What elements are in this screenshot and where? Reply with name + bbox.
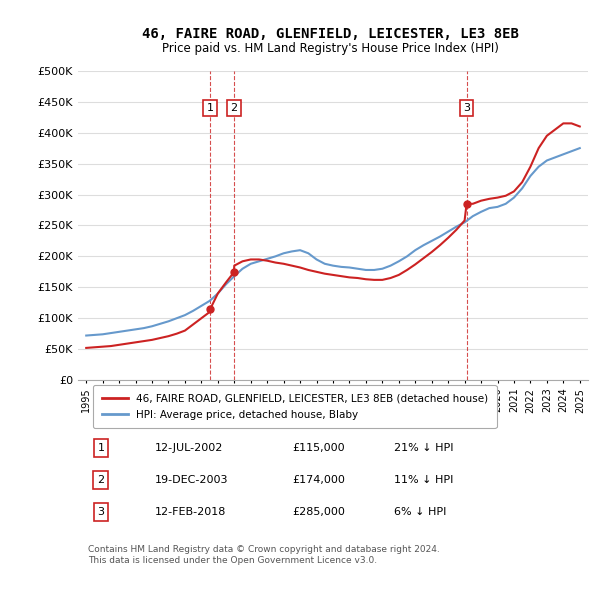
Text: 2: 2 [230,103,238,113]
Text: 1: 1 [207,103,214,113]
Text: £115,000: £115,000 [292,443,345,453]
Legend: 46, FAIRE ROAD, GLENFIELD, LEICESTER, LE3 8EB (detached house), HPI: Average pri: 46, FAIRE ROAD, GLENFIELD, LEICESTER, LE… [94,385,497,428]
Text: £285,000: £285,000 [292,507,345,517]
Text: Price paid vs. HM Land Registry's House Price Index (HPI): Price paid vs. HM Land Registry's House … [161,42,499,55]
Text: Contains HM Land Registry data © Crown copyright and database right 2024.
This d: Contains HM Land Registry data © Crown c… [88,545,440,565]
Text: 46, FAIRE ROAD, GLENFIELD, LEICESTER, LE3 8EB: 46, FAIRE ROAD, GLENFIELD, LEICESTER, LE… [142,27,518,41]
Text: 19-DEC-2003: 19-DEC-2003 [155,475,228,485]
Text: 12-FEB-2018: 12-FEB-2018 [155,507,226,517]
Text: 3: 3 [463,103,470,113]
Text: 12-JUL-2002: 12-JUL-2002 [155,443,223,453]
Text: 21% ↓ HPI: 21% ↓ HPI [394,443,454,453]
Text: 6% ↓ HPI: 6% ↓ HPI [394,507,446,517]
Text: 1: 1 [97,443,104,453]
Text: 3: 3 [97,507,104,517]
Text: 11% ↓ HPI: 11% ↓ HPI [394,475,454,485]
Text: 2: 2 [97,475,104,485]
Text: £174,000: £174,000 [292,475,345,485]
